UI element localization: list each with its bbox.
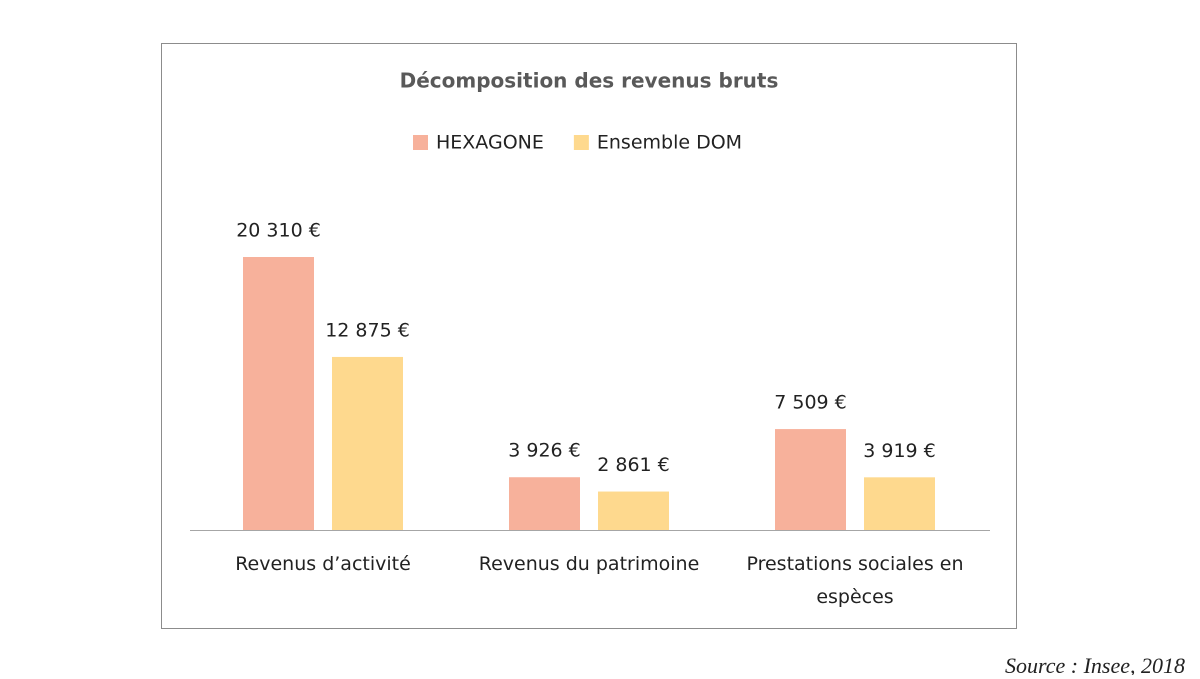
- bar: [509, 477, 580, 530]
- data-label: 2 861 €: [597, 454, 670, 476]
- bar: [598, 491, 669, 530]
- bar: [332, 356, 403, 530]
- x-tick-label-box: Revenus d’activité: [235, 553, 411, 575]
- data-label: 20 310 €: [236, 220, 321, 242]
- source: Source : Insee, 2018: [1005, 653, 1185, 675]
- bar: [864, 477, 935, 530]
- legend-label: Ensemble DOM: [597, 132, 742, 154]
- x-tick-label: Revenus du patrimoine: [478, 553, 700, 575]
- bar: [243, 257, 314, 530]
- chart-title: Décomposition des revenus bruts: [400, 69, 779, 93]
- data-label: 3 926 €: [508, 440, 581, 462]
- x-tick-label: Prestations sociales en espèces: [746, 553, 964, 608]
- legend-swatch: [573, 135, 589, 150]
- legend-swatch: [413, 135, 428, 150]
- bar: [775, 429, 846, 530]
- x-tick-label-box: Revenus du patrimoine: [478, 553, 700, 575]
- data-label: 3 919 €: [863, 440, 936, 462]
- data-label: 12 875 €: [325, 319, 410, 341]
- x-tick-label: Revenus d’activité: [235, 553, 411, 575]
- data-label: 7 509 €: [774, 392, 847, 414]
- legend-label: HEXAGONE: [436, 132, 544, 154]
- x-tick-label-box: Prestations sociales en espèces: [746, 553, 964, 608]
